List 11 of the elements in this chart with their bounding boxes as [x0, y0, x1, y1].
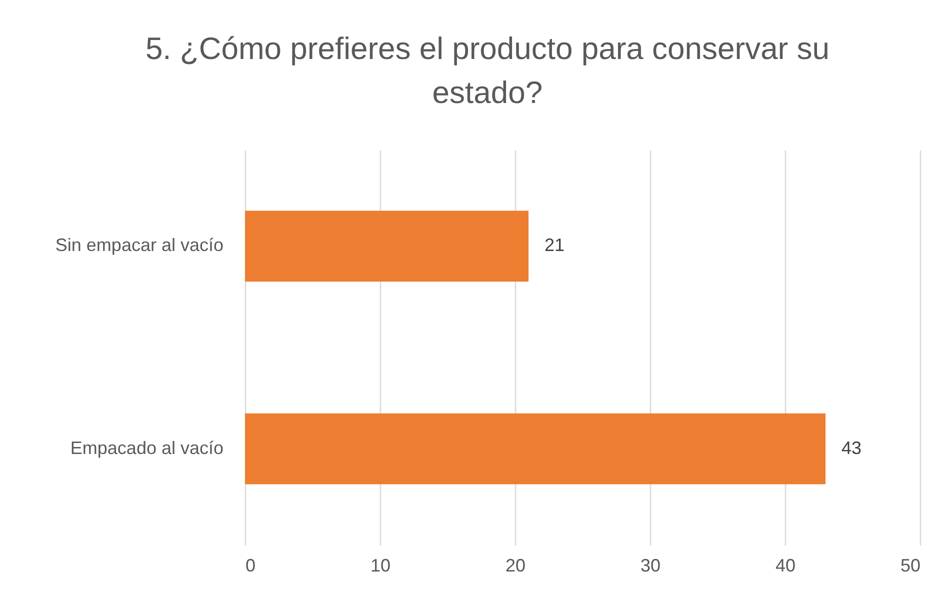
data-label: 21	[544, 235, 565, 256]
x-tick-label: 30	[640, 556, 661, 576]
x-tick-label: 40	[775, 556, 796, 576]
x-tick-label: 50	[900, 556, 920, 576]
data-label: 43	[842, 438, 862, 458]
x-tick-label: 10	[370, 556, 391, 576]
y-tick-label: Empacado al vacío	[70, 438, 224, 458]
y-tick-label: Sin empacar al vacío	[55, 235, 224, 256]
x-tick-label: 20	[505, 556, 526, 576]
x-tick-label: 0	[246, 556, 256, 576]
chart-title: 5. ¿Cómo prefieres el producto para conservar su estado?	[145, 31, 830, 110]
